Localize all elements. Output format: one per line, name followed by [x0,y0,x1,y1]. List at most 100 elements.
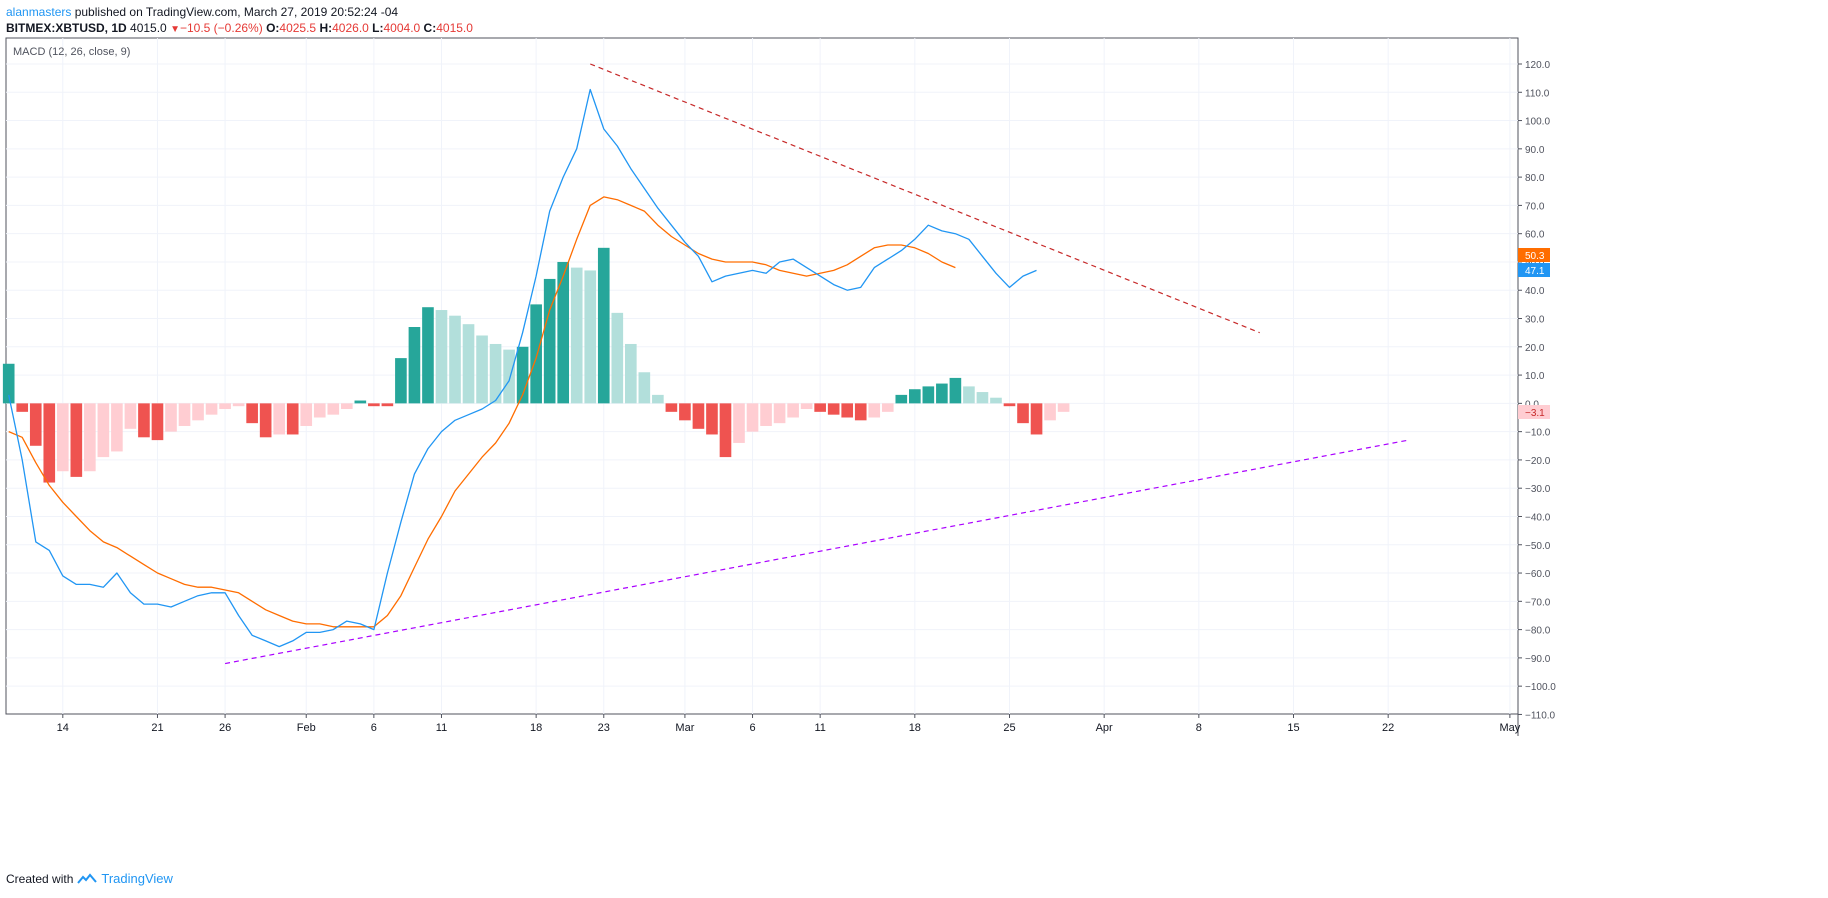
histogram-bar [679,403,691,421]
histogram-bar [530,304,542,404]
histogram-bar [543,278,556,404]
histogram-bar [340,403,353,410]
histogram-bar [692,403,705,429]
x-tick-label: 15 [1287,722,1299,734]
x-tick-label: 26 [219,722,231,734]
y-tick-label: 110.0 [1525,88,1550,99]
x-tick-label: 8 [1196,722,1202,734]
y-tick-label: −70.0 [1525,597,1551,608]
signal_last-price-label: 50.3 [1525,251,1545,262]
histogram-bar [259,403,272,438]
x-tick-label: 22 [1382,722,1394,734]
histogram-bar [111,403,123,452]
y-tick-label: −80.0 [1525,626,1551,637]
histogram-bar [29,403,42,446]
price-value: 4015.0 [130,21,167,35]
x-tick-label: 11 [814,722,825,734]
histogram-bar [570,267,583,404]
x-tick-label: Mar [675,722,694,734]
tradingview-logo-icon [77,873,98,884]
low-label: L: [372,21,384,35]
x-tick-label: Apr [1096,722,1113,734]
histogram-bar [300,403,313,426]
histogram-bar [760,403,772,426]
y-tick-label: −50.0 [1525,541,1551,552]
signal_last-price-label-bg [1518,248,1550,262]
histogram-bar [503,349,515,404]
down-arrow-icon: ▼ [170,24,180,35]
y-tick-label: −10.0 [1525,428,1551,439]
y-tick-label: −100.0 [1525,682,1556,693]
symbol-label: BITMEX:XBTUSD, 1D [6,21,127,35]
macd_last-price-label: 47.1 [1525,266,1545,277]
histogram-bar [976,392,989,404]
y-tick-label: 10.0 [1525,371,1545,382]
y-tick-label: −40.0 [1525,512,1551,523]
histogram-bar [1057,403,1070,412]
author-link[interactable]: alanmasters [6,5,72,19]
histogram-bar [124,403,137,429]
histogram-bar [165,403,177,432]
histogram-bar [936,383,948,404]
histogram-bar [1044,403,1056,421]
histogram-bar [273,403,286,435]
histogram-bar [327,403,340,415]
histogram-bar [1003,403,1016,407]
chart-title: MACD (12, 26, close, 9) [13,46,130,58]
x-tick-label: 18 [530,722,542,734]
histogram-bar [422,307,434,404]
histogram-bar [597,247,610,404]
change-value: −10.5 (−0.26%) [179,21,263,35]
tradingview-brand-link[interactable]: TradingView [101,871,173,886]
y-tick-label: 60.0 [1525,230,1545,241]
footer: Created with TradingView [6,871,173,887]
plot-area[interactable] [5,37,1519,715]
histogram-bar [638,372,651,404]
histogram-bar [178,403,191,426]
histogram-bar [246,403,258,424]
support-trendline[interactable] [224,439,1409,665]
y-tick-label: 80.0 [1525,173,1545,184]
histogram-bar [773,403,786,424]
y-tick-label: −90.0 [1525,654,1551,665]
histogram-bar [462,324,475,404]
macd-chart[interactable]: 120.0110.0100.090.080.070.060.050.040.03… [0,0,1828,870]
x-tick-label: 6 [749,722,755,734]
histogram-bar [151,403,164,441]
histogram-bar [435,310,448,404]
histogram-bar [449,315,461,404]
histogram-bar [854,403,867,421]
x-tick-label: May [1499,722,1520,734]
histogram-bar [881,403,894,412]
histogram-bar [584,270,597,404]
histogram-bar [97,403,110,458]
symbol-info: BITMEX:XBTUSD, 1D 4015.0 ▼−10.5 (−0.26%)… [6,20,473,38]
resistance-trendline[interactable] [590,63,1260,334]
y-tick-label: 0.0 [1525,399,1539,410]
histogram-bar [395,358,407,404]
histogram-bar [557,261,570,404]
histogram-bar [990,397,1002,404]
histogram-bar [814,403,826,412]
histogram-bar [719,403,732,458]
histogram-bar [706,403,718,435]
histogram-bar [368,403,380,407]
low-value: 4004.0 [383,21,421,35]
histogram-bar [2,363,15,404]
publish-text: published on TradingView.com, March 27, … [71,5,399,19]
histogram-bar [138,403,150,438]
histogram-bar [841,403,854,418]
histogram-bar [192,403,204,421]
y-tick-label: 120.0 [1525,60,1550,71]
x-tick-label: 25 [1003,722,1015,734]
histogram-bar [949,377,962,404]
histogram-bar [70,403,83,477]
histogram-bar [909,389,921,404]
histogram-bar [408,327,421,404]
macd-line [8,88,1037,648]
high-value: 4026.0 [332,21,369,35]
publish-info: alanmasters published on TradingView.com… [6,4,398,20]
histogram-bar [895,394,908,404]
open-value: 4025.5 [279,21,317,35]
created-with-text: Created with [6,872,74,886]
